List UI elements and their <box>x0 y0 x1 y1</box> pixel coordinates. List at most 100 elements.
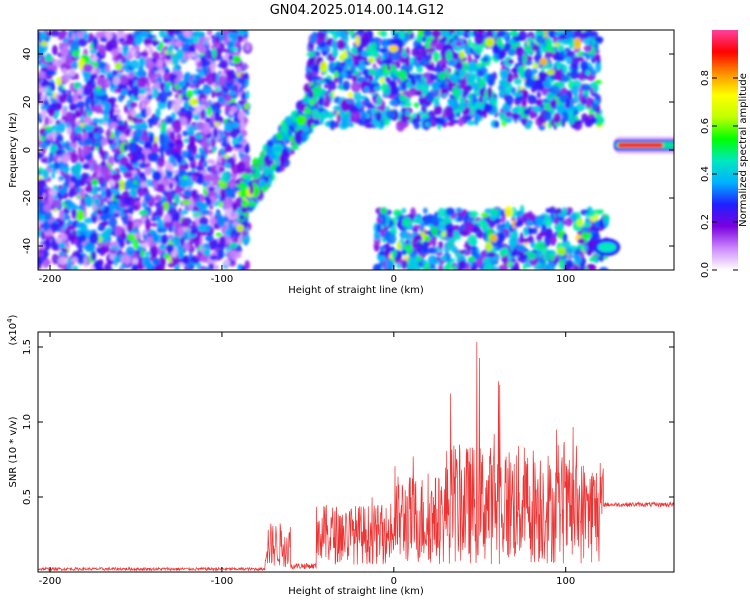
heatmap-blob <box>517 65 525 75</box>
heatmap-blob <box>556 247 567 256</box>
heatmap-blob <box>210 160 216 166</box>
heatmap-blob <box>199 193 205 203</box>
heatmap-blob <box>539 57 548 66</box>
heatmap-blob <box>136 76 147 88</box>
heatmap-blob <box>539 231 547 237</box>
heatmap-blob <box>517 219 524 227</box>
heatmap-blob <box>96 248 103 254</box>
heatmap-blob <box>122 208 132 215</box>
heatmap-blob <box>511 107 519 115</box>
colorbar-tick-label: 0.6 <box>700 118 711 134</box>
heatmap-blob <box>149 74 156 84</box>
heatmap-blob <box>156 76 163 83</box>
heatmap-blob <box>91 118 100 124</box>
heatmap-blob <box>350 81 361 93</box>
heatmap-blob <box>97 225 105 232</box>
snr-x-ticks: -200 -100 0 100 <box>39 332 575 587</box>
heatmap-blob <box>111 173 122 182</box>
heatmap-blob <box>536 30 545 35</box>
heatmap-blob <box>498 79 505 86</box>
heatmap-blob <box>388 44 399 53</box>
heatmap-blob <box>211 57 216 63</box>
heatmap-blob <box>445 262 453 270</box>
heatmap-blob <box>240 206 248 214</box>
heatmap-blob <box>223 258 231 266</box>
x-tick-label: 0 <box>391 274 397 285</box>
heatmap-blob <box>222 136 228 148</box>
heatmap-blob <box>67 93 72 101</box>
heatmap-blob <box>402 232 411 240</box>
heatmap-blob <box>458 30 464 34</box>
heatmap-blob <box>68 30 73 40</box>
heatmap-blob <box>174 93 179 99</box>
heatmap-blob <box>465 72 476 84</box>
heatmap-blob <box>61 154 71 163</box>
heatmap-blob <box>43 81 54 87</box>
heatmap-blob <box>108 216 118 228</box>
heatmap-blob <box>39 31 47 41</box>
heatmap-blob <box>415 255 423 262</box>
heatmap-blob <box>61 248 69 253</box>
heatmap-blob <box>98 214 109 221</box>
heatmap-blob <box>350 111 360 123</box>
heatmap-blob <box>159 30 167 38</box>
heatmap-blob <box>355 34 361 47</box>
heatmap-blob <box>61 74 71 84</box>
heatmap-blob <box>111 148 121 153</box>
heatmap-blob <box>202 84 213 95</box>
heatmap-blob <box>57 256 68 265</box>
heatmap-blob <box>44 85 52 95</box>
heatmap-blob <box>462 30 472 39</box>
heatmap-blob <box>500 69 508 80</box>
heatmap-blob <box>538 71 546 81</box>
heatmap-blob <box>512 66 519 74</box>
heatmap-blob <box>338 74 343 86</box>
heatmap-blob <box>279 154 285 167</box>
heatmap-blob <box>44 55 54 62</box>
heatmap-blob <box>76 221 86 229</box>
heatmap-blob <box>594 79 602 84</box>
heatmap-blob <box>239 188 248 199</box>
heatmap-blob <box>144 218 152 229</box>
heatmap-blob <box>345 70 354 75</box>
heatmap-blob <box>546 91 554 102</box>
heatmap-blob <box>139 122 145 130</box>
heatmap-blob <box>485 264 491 270</box>
heatmap-blob <box>192 110 199 115</box>
heatmap-blob <box>176 133 182 141</box>
heatmap-blob <box>591 69 597 76</box>
heatmap-blob <box>482 257 492 266</box>
y-tick-label: 0.5 <box>22 489 33 505</box>
heatmap-blob <box>349 107 356 113</box>
heatmap-blob <box>210 138 216 149</box>
heatmap-blob <box>505 111 513 118</box>
heatmap-blob <box>171 100 181 112</box>
heatmap-blob <box>215 232 223 237</box>
snr-series-line <box>38 341 674 572</box>
y-tick-label: 1.0 <box>22 414 33 430</box>
heatmap-blob <box>411 237 417 250</box>
heatmap-blob <box>205 101 211 107</box>
heatmap-blob <box>140 51 149 58</box>
heatmap-blob <box>152 39 158 47</box>
heatmap-blob <box>210 61 216 73</box>
heatmap-blob <box>95 31 105 39</box>
heatmap-blob <box>510 250 517 258</box>
heatmap-blob <box>83 217 94 224</box>
heatmap-blob <box>112 76 121 86</box>
heatmap-blob <box>177 79 186 88</box>
heatmap-blob <box>50 82 56 93</box>
heatmap-blob <box>535 78 543 89</box>
heatmap-blob <box>576 219 584 227</box>
heatmap-blob <box>225 94 232 102</box>
heatmap-blob <box>122 196 132 206</box>
heatmap-blob <box>379 207 388 215</box>
heatmap-blob <box>187 52 198 58</box>
heatmap-blob <box>88 124 95 130</box>
heatmap-blob <box>117 46 122 53</box>
heatmap-blob <box>221 171 230 183</box>
heatmap-blob <box>445 227 454 239</box>
heatmap-blob <box>124 179 135 189</box>
heatmap-blob <box>258 179 267 188</box>
